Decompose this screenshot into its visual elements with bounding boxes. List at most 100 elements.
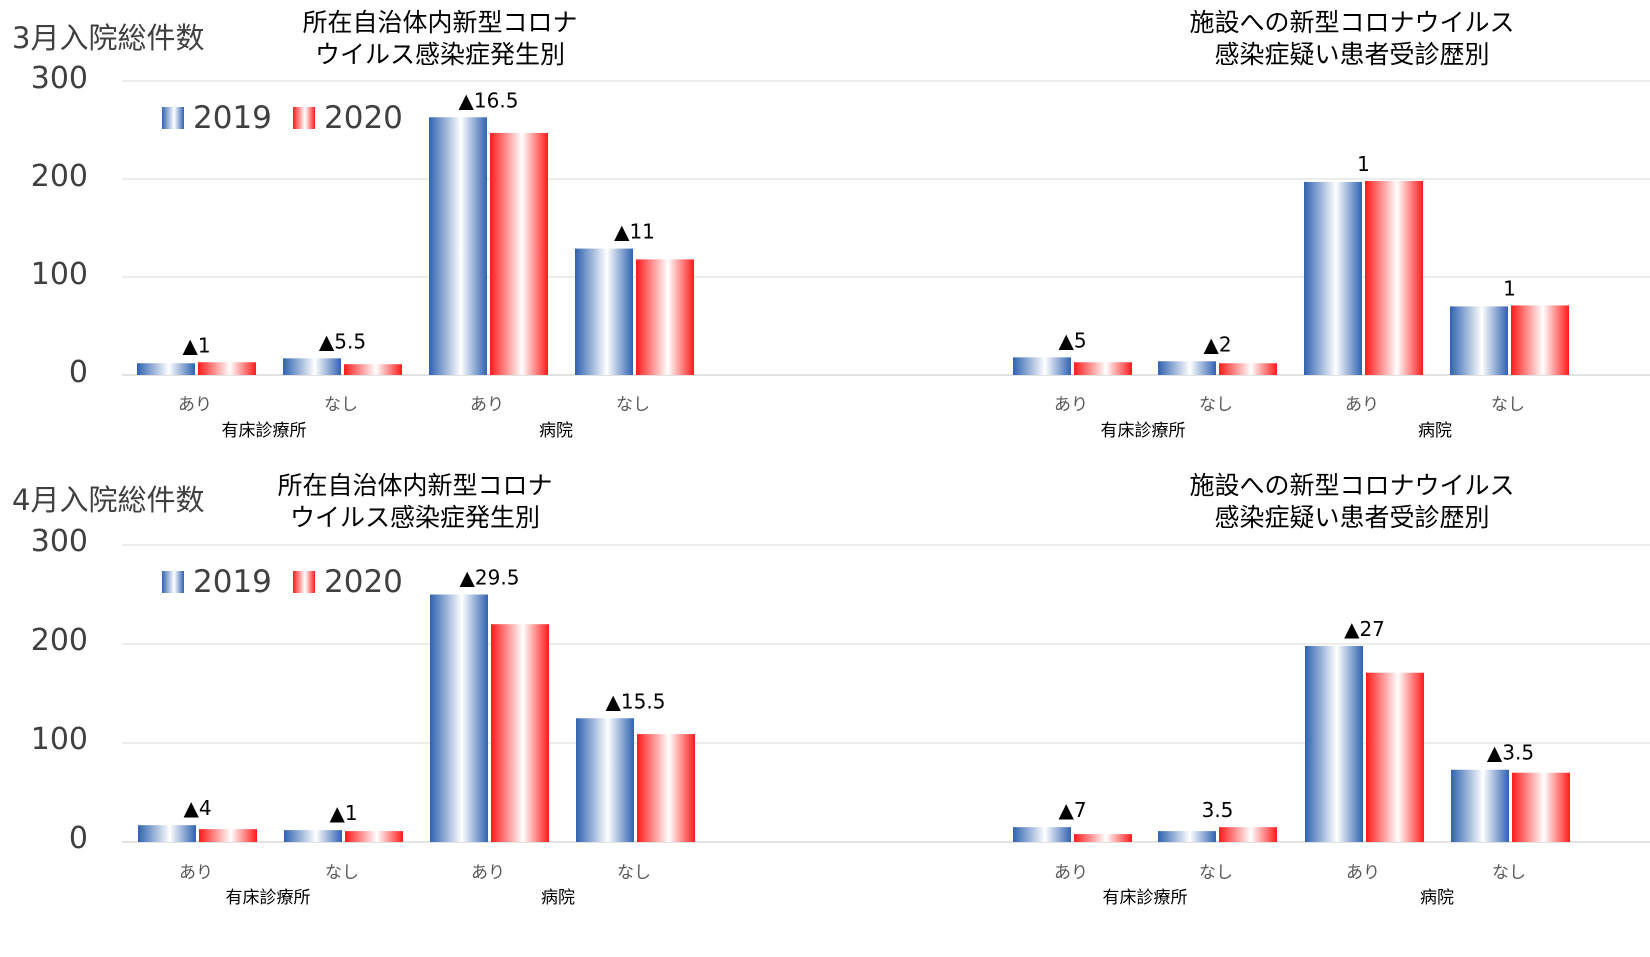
bar-2020-なし (1511, 305, 1569, 375)
x-group-label: 病院 (1420, 888, 1454, 908)
bar-2019-なし (1450, 306, 1508, 375)
data-label: ▲16.5 (459, 88, 519, 112)
bar-2020-あり (1074, 834, 1132, 842)
legend-label-2020: 2020 (324, 564, 403, 600)
bar-2020-なし (344, 364, 402, 375)
data-label: 1 (1357, 152, 1370, 176)
legend-label-2019: 2019 (193, 100, 272, 136)
x-category-label: なし (1491, 395, 1525, 415)
bar-2020-なし (1219, 363, 1277, 375)
x-group-label: 病院 (541, 888, 575, 908)
x-category-label: あり (179, 863, 213, 883)
x-group-label: 病院 (1418, 421, 1452, 441)
bar-2019-あり (430, 594, 488, 842)
data-label: ▲11 (614, 220, 655, 244)
chart-title-line-2: 感染症疑い患者受診歴別 (1214, 503, 1489, 532)
y-tick-label: 100 (31, 722, 88, 757)
bar-2020-なし (1512, 772, 1570, 842)
bar-2019-あり (1013, 357, 1071, 375)
x-category-label: なし (1492, 863, 1526, 883)
x-category-label: なし (324, 395, 358, 415)
bar-2019-あり (429, 117, 487, 375)
data-label: ▲5 (1058, 328, 1086, 352)
y-tick-label: 100 (31, 257, 88, 292)
legend-swatch-2020 (293, 571, 315, 593)
bar-2020-あり (491, 624, 549, 842)
data-label: ▲1 (329, 801, 357, 825)
panel-title: 3月入院総件数 (12, 21, 204, 55)
x-category-label: あり (1054, 395, 1088, 415)
data-label: ▲7 (1058, 798, 1086, 822)
x-group-label: 病院 (539, 421, 573, 441)
bar-2020-あり (490, 132, 548, 375)
chart-title-line-2: ウイルス感染症発生別 (290, 503, 540, 532)
bar-2019-あり (138, 825, 196, 842)
y-tick-label: 0 (69, 355, 88, 390)
legend-label-2020: 2020 (324, 100, 403, 136)
chart-title-line-1: 所在自治体内新型コロナ (277, 471, 552, 500)
bar-2019-なし (576, 718, 634, 842)
x-category-label: あり (1054, 863, 1088, 883)
y-tick-label: 0 (69, 821, 88, 856)
x-category-label: なし (1199, 863, 1233, 883)
panel-title: 4月入院総件数 (12, 483, 204, 517)
y-tick-label: 200 (31, 623, 88, 658)
data-label: 3.5 (1202, 798, 1234, 822)
bar-2020-なし (636, 259, 694, 375)
x-group-label: 有床診療所 (222, 421, 307, 441)
data-label: ▲5.5 (319, 329, 366, 353)
bar-2019-あり (137, 363, 195, 375)
chart-title-line-1: 所在自治体内新型コロナ (302, 8, 577, 37)
x-category-label: なし (616, 395, 650, 415)
bar-2019-なし (1451, 769, 1509, 842)
x-category-label: あり (470, 395, 504, 415)
x-category-label: なし (617, 863, 651, 883)
bar-2019-なし (283, 358, 341, 375)
data-label: 1 (1503, 276, 1516, 300)
x-category-label: あり (178, 395, 212, 415)
data-label: ▲15.5 (606, 689, 666, 713)
legend-swatch-2020 (293, 107, 315, 129)
x-category-label: あり (1346, 863, 1380, 883)
data-label: ▲2 (1203, 332, 1231, 356)
bar-2020-あり (1366, 672, 1424, 842)
chart-title-line-2: 感染症疑い患者受診歴別 (1214, 40, 1489, 69)
x-category-label: あり (471, 863, 505, 883)
data-label: ▲3.5 (1487, 741, 1534, 765)
x-group-label: 有床診療所 (1103, 888, 1188, 908)
x-category-label: なし (1199, 395, 1233, 415)
bar-2020-あり (198, 362, 256, 375)
y-tick-label: 300 (31, 61, 88, 96)
data-label: ▲4 (183, 796, 211, 820)
bar-2020-あり (199, 829, 257, 842)
bar-2019-あり (1013, 827, 1071, 842)
bar-2020-なし (1219, 827, 1277, 842)
bar-2020-なし (637, 734, 695, 842)
data-label: ▲1 (182, 333, 210, 357)
legend-swatch-2019 (162, 571, 184, 593)
chart-title-line-1: 施設への新型コロナウイルス (1189, 471, 1514, 500)
x-category-label: あり (1345, 395, 1379, 415)
bar-2020-なし (345, 831, 403, 842)
bar-2019-なし (284, 830, 342, 842)
bar-2019-あり (1304, 181, 1362, 375)
bar-2019-なし (1158, 361, 1216, 375)
bar-2019-なし (1158, 831, 1216, 842)
legend-swatch-2019 (162, 107, 184, 129)
bar-2020-あり (1074, 362, 1132, 375)
chart-title-line-1: 施設への新型コロナウイルス (1189, 8, 1514, 37)
chart-title-line-2: ウイルス感染症発生別 (315, 40, 565, 69)
bar-2019-あり (1305, 645, 1363, 842)
bar-2019-なし (575, 248, 633, 375)
data-label: ▲29.5 (460, 566, 520, 590)
x-category-label: なし (325, 863, 359, 883)
legend-label-2019: 2019 (193, 564, 272, 600)
y-tick-label: 200 (31, 159, 88, 194)
x-group-label: 有床診療所 (226, 888, 311, 908)
data-label: ▲27 (1344, 617, 1385, 641)
x-group-label: 有床診療所 (1101, 421, 1186, 441)
y-tick-label: 300 (31, 524, 88, 559)
bar-2020-あり (1365, 180, 1423, 375)
